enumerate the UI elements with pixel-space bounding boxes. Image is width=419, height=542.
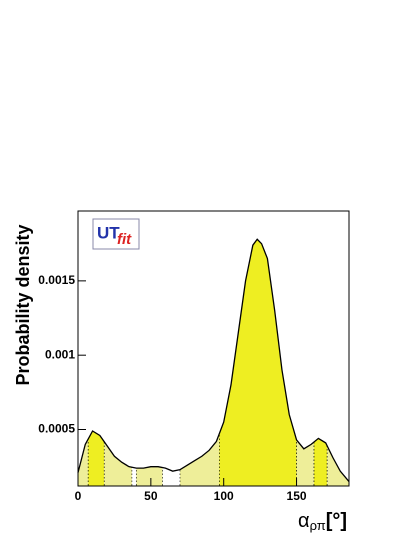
x-tick-label: 50 [144, 489, 158, 503]
credible-region [327, 239, 349, 486]
credible-region [78, 239, 89, 486]
x-tick-label: 100 [214, 489, 234, 503]
x-label-subscript: ρπ [310, 518, 326, 533]
plot-frame [77, 210, 350, 487]
density-curve [77, 238, 350, 482]
x-tick-label: 0 [75, 489, 82, 503]
x-label-symbol: α [298, 510, 310, 532]
y-axis-label: Probability density [13, 224, 33, 385]
x-tick-label: 150 [287, 489, 307, 503]
y-tick-label: 0.0005 [38, 422, 75, 436]
credible-region [314, 239, 328, 486]
credible-region [136, 239, 163, 486]
logo-main: UT [97, 223, 120, 242]
logo-box [92, 218, 140, 250]
y-tick-label: 0.0015 [38, 273, 75, 287]
x-label-unit: [°] [326, 510, 347, 532]
credible-region [104, 239, 132, 486]
logo: UT fit [92, 218, 140, 250]
x-axis-label: αρπ[°] [298, 510, 347, 533]
y-tick-label: 0.001 [45, 347, 75, 361]
logo-sub: fit [117, 231, 132, 248]
credible-region [219, 239, 297, 486]
credible-region [88, 239, 105, 486]
